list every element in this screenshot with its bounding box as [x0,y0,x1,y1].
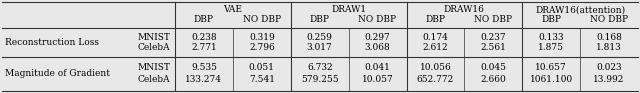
Text: 0.259: 0.259 [307,32,333,41]
Text: 13.992: 13.992 [593,74,625,84]
Text: 0.174: 0.174 [422,32,449,41]
Text: CelebA: CelebA [138,74,171,84]
Text: MNIST: MNIST [138,62,171,72]
Text: 1.813: 1.813 [596,44,622,53]
Text: 10.657: 10.657 [535,62,567,72]
Text: Reconstruction Loss: Reconstruction Loss [5,38,99,47]
Text: NO DBP: NO DBP [474,16,513,24]
Text: DRAW1: DRAW1 [331,5,366,15]
Text: 2.796: 2.796 [249,44,275,53]
Text: 0.237: 0.237 [481,32,506,41]
Text: 3.017: 3.017 [307,44,333,53]
Text: DRAW16(attention): DRAW16(attention) [535,5,625,15]
Text: 2.561: 2.561 [481,44,506,53]
Text: VAE: VAE [223,5,243,15]
Text: 0.133: 0.133 [538,32,564,41]
Text: DBP: DBP [426,16,445,24]
Text: 3.068: 3.068 [365,44,390,53]
Text: 579.255: 579.255 [301,74,339,84]
Text: NO DBP: NO DBP [243,16,281,24]
Text: 0.297: 0.297 [365,32,390,41]
Text: 0.023: 0.023 [596,62,622,72]
Text: 1061.100: 1061.100 [530,74,573,84]
Text: 0.238: 0.238 [191,32,217,41]
Text: DRAW16: DRAW16 [444,5,485,15]
Text: 10.057: 10.057 [362,74,394,84]
Text: 9.535: 9.535 [191,62,217,72]
Text: 0.319: 0.319 [249,32,275,41]
Text: 652.772: 652.772 [417,74,454,84]
Text: NO DBP: NO DBP [358,16,397,24]
Text: 0.168: 0.168 [596,32,622,41]
Text: 7.541: 7.541 [249,74,275,84]
Text: NO DBP: NO DBP [590,16,628,24]
Text: DBP: DBP [541,16,561,24]
Text: 2.771: 2.771 [191,44,217,53]
Text: 0.045: 0.045 [480,62,506,72]
Text: 10.056: 10.056 [420,62,451,72]
Text: Magnitude of Gradient: Magnitude of Gradient [5,69,110,77]
Text: 0.051: 0.051 [249,62,275,72]
Text: MNIST: MNIST [138,32,171,41]
Text: 1.875: 1.875 [538,44,564,53]
Text: 6.732: 6.732 [307,62,333,72]
Text: DBP: DBP [310,16,330,24]
Text: 133.274: 133.274 [186,74,223,84]
Text: 0.041: 0.041 [365,62,390,72]
Text: 2.660: 2.660 [481,74,506,84]
Text: DBP: DBP [194,16,214,24]
Text: 2.612: 2.612 [422,44,448,53]
Text: CelebA: CelebA [138,44,171,53]
